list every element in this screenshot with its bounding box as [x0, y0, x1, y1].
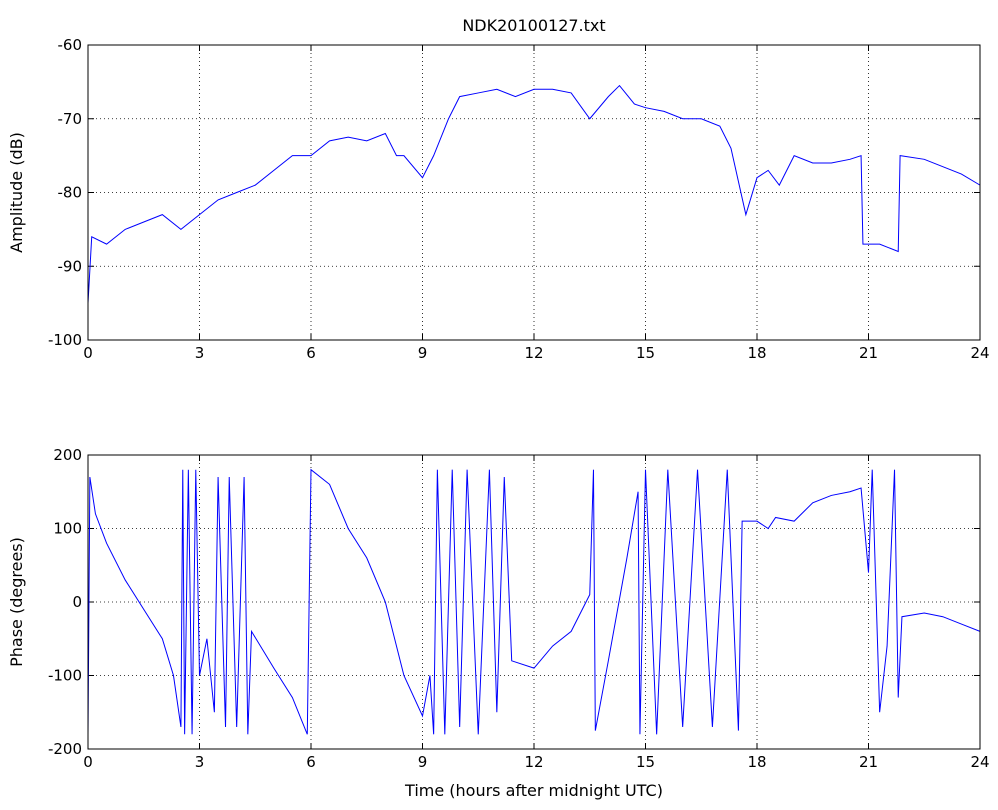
- x-tick-label: 3: [195, 753, 205, 771]
- x-axis-label: Time (hours after midnight UTC): [404, 781, 663, 800]
- data-line: [87, 468, 981, 735]
- x-tick-label: 9: [418, 344, 428, 362]
- y-tick-label: -100: [48, 667, 82, 685]
- x-tick-label: 21: [859, 344, 878, 362]
- y-tick-label: -100: [48, 331, 82, 349]
- x-tick-label: 18: [747, 344, 766, 362]
- y-axis-label: Amplitude (dB): [7, 132, 26, 253]
- axes-frame: [87, 44, 981, 341]
- y-tick-label: 200: [53, 446, 82, 464]
- x-tick-label: 24: [970, 344, 989, 362]
- y-tick-label: -70: [58, 110, 83, 128]
- x-tick-label: 21: [859, 753, 878, 771]
- x-tick-label: 9: [418, 753, 428, 771]
- y-tick-label: 100: [53, 520, 82, 538]
- x-tick-label: 0: [83, 753, 93, 771]
- axes-frame: [87, 454, 981, 750]
- x-tick-label: 15: [636, 753, 655, 771]
- x-tick-label: 6: [306, 753, 316, 771]
- data-line: [87, 84, 981, 304]
- x-tick-label: 6: [306, 344, 316, 362]
- y-tick-label: -80: [58, 184, 83, 202]
- y-axis-label: Phase (degrees): [7, 537, 26, 667]
- y-tick-label: -200: [48, 740, 82, 758]
- x-tick-label: 12: [524, 753, 543, 771]
- y-tick-label: -60: [58, 36, 83, 54]
- x-tick-label: 0: [83, 344, 93, 362]
- x-tick-label: 18: [747, 753, 766, 771]
- chart-title: NDK20100127.txt: [462, 16, 605, 35]
- x-tick-label: 12: [524, 344, 543, 362]
- y-tick-label: 0: [72, 593, 82, 611]
- y-tick-label: -90: [58, 257, 83, 275]
- x-tick-label: 15: [636, 344, 655, 362]
- x-tick-label: 3: [195, 344, 205, 362]
- x-tick-label: 24: [970, 753, 989, 771]
